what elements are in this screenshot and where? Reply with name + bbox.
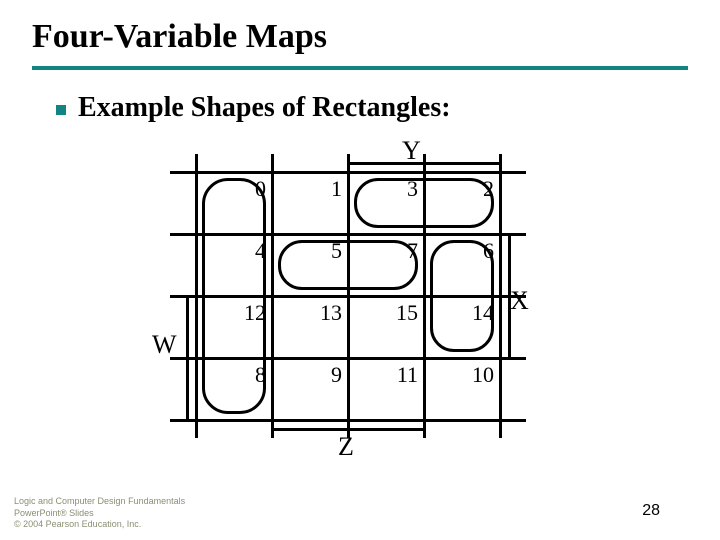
bracket-bottom <box>272 428 424 431</box>
footer-credits: Logic and Computer Design Fundamentals P… <box>14 496 185 530</box>
kmap-vline-1 <box>271 154 274 438</box>
bullet-example-shapes: Example Shapes of Rectangles: <box>56 92 451 124</box>
title-rule <box>32 66 688 70</box>
group-col0-all-rows <box>202 178 266 414</box>
kmap-cell-label: 15 <box>396 300 418 326</box>
bullet-text: Example Shapes of Rectangles: <box>78 92 451 123</box>
kmap-cell-r3-c2: 11 <box>348 358 424 420</box>
kmap-cell-label: 10 <box>472 362 494 388</box>
footer-line3: © 2004 Pearson Education, Inc. <box>14 519 185 530</box>
bracket-top <box>348 162 500 165</box>
group-r0-c2c3 <box>354 178 494 228</box>
var-label-left: W <box>152 330 177 360</box>
kmap-vline-4 <box>499 154 502 438</box>
bracket-left <box>186 296 189 420</box>
kmap-cell-label: 9 <box>331 362 342 388</box>
kmap-cell-r0-c1: 1 <box>272 172 348 234</box>
kmap-vline-2 <box>347 154 350 438</box>
group-r1-c1c2 <box>278 240 418 290</box>
var-label-right: X <box>510 286 529 316</box>
kmap: 0132457612131514891110 <box>196 172 500 420</box>
bracket-right <box>508 234 511 358</box>
kmap-cell-label: 1 <box>331 176 342 202</box>
kmap-cell-r2-c1: 13 <box>272 296 348 358</box>
kmap-cell-label: 11 <box>397 362 418 388</box>
footer-line1: Logic and Computer Design Fundamentals <box>14 496 185 507</box>
kmap-cell-r3-c3: 10 <box>424 358 500 420</box>
kmap-cell-r2-c2: 15 <box>348 296 424 358</box>
page-title: Four-Variable Maps <box>32 18 327 56</box>
kmap-cell-r3-c1: 9 <box>272 358 348 420</box>
footer-line2: PowerPoint® Slides <box>14 508 185 519</box>
kmap-vline-0 <box>195 154 198 438</box>
kmap-cell-label: 13 <box>320 300 342 326</box>
page-number: 28 <box>642 502 660 520</box>
group-r1r2-c3 <box>430 240 494 352</box>
bullet-square-icon <box>56 105 66 115</box>
